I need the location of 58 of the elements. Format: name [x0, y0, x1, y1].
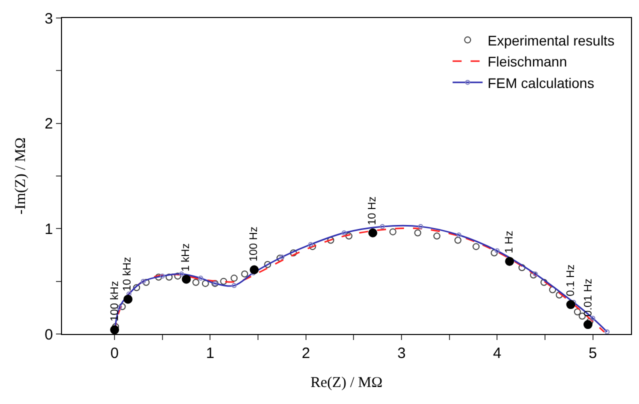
point: [133, 284, 140, 292]
point: [123, 294, 132, 304]
x-tick-label: 4: [492, 345, 502, 362]
point: [241, 270, 248, 278]
point: [368, 228, 378, 238]
x-tick-label: 5: [588, 345, 597, 362]
y-tick-label: 0: [44, 326, 53, 344]
point: [290, 249, 297, 256]
point: [230, 274, 238, 282]
x-tick-label: 2: [302, 345, 310, 362]
point: [549, 286, 556, 294]
point: [345, 232, 352, 240]
point: [250, 265, 259, 274]
point: [433, 232, 440, 240]
annotation: 1 Hz: [504, 230, 516, 254]
point: [490, 249, 498, 256]
point: [192, 278, 200, 286]
annotation: 0.1 Hz: [565, 264, 578, 296]
point: [220, 278, 228, 285]
x-axis-title: Re(Z) / MΩ: [310, 375, 382, 391]
annotation: 10 Hz: [366, 196, 378, 226]
point: [505, 256, 514, 266]
point: [583, 320, 592, 330]
point: [574, 308, 581, 316]
point: [276, 254, 284, 262]
y-tick-label: 3: [44, 10, 53, 28]
x-tick-label: 0: [110, 345, 119, 362]
point: [174, 272, 182, 280]
point: [454, 236, 462, 244]
annotation: 10 kHz: [122, 256, 134, 292]
point: [118, 303, 126, 310]
y-tick-label: 1: [44, 220, 53, 238]
point: [472, 243, 480, 250]
point: [110, 325, 120, 334]
y-tick-label: 2: [44, 116, 53, 133]
annotation: 100 kHz: [108, 281, 121, 322]
y-axis-title: -Im(Z) / MΩ: [12, 138, 29, 214]
legend-label: FEM calculations: [488, 74, 594, 91]
point: [327, 236, 334, 244]
point: [414, 229, 422, 236]
point: [155, 274, 162, 281]
legend-label: Experimental results: [488, 32, 614, 48]
legend-label: Fleischmann: [488, 54, 567, 70]
point: [566, 300, 576, 310]
annotation: 1 kHz: [180, 243, 192, 272]
point: [530, 272, 537, 279]
point: [166, 274, 173, 281]
x-tick-label: 3: [397, 345, 406, 362]
annotation: 0.01 Hz: [582, 278, 594, 316]
point: [518, 264, 526, 272]
x-tick-label: 1: [206, 345, 214, 362]
point: [142, 278, 150, 286]
point: [182, 274, 191, 284]
point: [264, 260, 272, 268]
annotation: 100 Hz: [248, 226, 260, 262]
point: [540, 278, 548, 286]
point: [389, 228, 396, 236]
point: [202, 280, 209, 287]
